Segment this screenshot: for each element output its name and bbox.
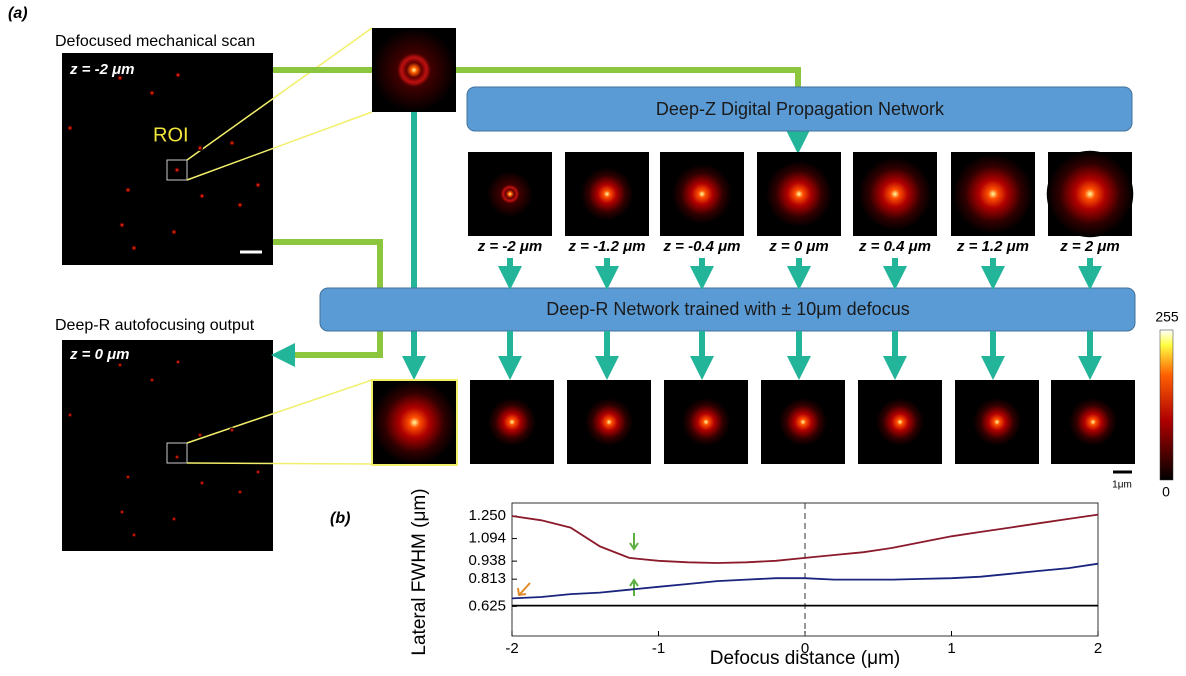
psf-spot — [779, 398, 827, 446]
psf-spot — [876, 398, 924, 446]
psf-spot — [953, 154, 1033, 234]
psf-spot — [1069, 398, 1117, 446]
x-tick-label: -2 — [505, 640, 518, 657]
bead — [126, 475, 131, 480]
z-label: z = 1.2 μm — [956, 238, 1029, 255]
annotation-arrow — [520, 583, 530, 594]
zoom-line — [187, 463, 372, 464]
layout: (a) Defocused mechanical scan z = -2 μm … — [8, 5, 1179, 596]
y-tick-label: 0.813 — [468, 570, 506, 587]
y-axis-label: Lateral FWHM (μm) — [409, 488, 430, 655]
bead — [176, 360, 181, 365]
bead — [229, 140, 235, 146]
bead — [132, 533, 137, 538]
zoom-image — [372, 28, 456, 112]
z-label: z = 2 μm — [1059, 238, 1120, 255]
x-axis-label: Defocus distance (μm) — [710, 648, 900, 669]
image — [62, 53, 273, 265]
x-tick-label: -1 — [652, 640, 665, 657]
bead — [256, 470, 261, 475]
zoom-image — [372, 380, 457, 465]
psf-spot — [581, 168, 634, 221]
bead — [174, 167, 180, 173]
bead — [131, 245, 137, 251]
psf-spot — [488, 398, 536, 446]
panel-label: (b) — [330, 510, 350, 527]
banner-text: Deep-R Network trained with ± 10μm defoc… — [546, 299, 909, 319]
bead — [172, 517, 177, 522]
colorbar-label: 255 — [1155, 309, 1179, 325]
psf-spot — [973, 398, 1021, 446]
z-label: z = -0.4 μm — [663, 238, 741, 255]
image-title: Deep-R autofocusing output — [55, 317, 255, 334]
bead — [67, 125, 73, 131]
psf-spot — [858, 157, 931, 230]
bead — [175, 72, 181, 78]
bead — [120, 510, 125, 515]
psf-spot — [1047, 151, 1134, 238]
bead — [230, 428, 235, 433]
bead — [68, 413, 73, 418]
bead — [199, 193, 205, 199]
panel-label: (a) — [8, 5, 28, 22]
x-tick-label: 2 — [1094, 640, 1102, 657]
bead — [171, 229, 177, 235]
y-tick-label: 1.250 — [468, 507, 506, 524]
bead — [238, 490, 243, 495]
colorbar — [1160, 330, 1173, 480]
bead — [255, 182, 261, 188]
z-label: z = 0.4 μm — [858, 238, 931, 255]
psf-spot — [672, 164, 732, 224]
colorbar-label: 0 — [1162, 484, 1170, 500]
bead — [198, 433, 203, 438]
psf-spot — [682, 398, 730, 446]
z-label: z = -1.2 μm — [568, 238, 646, 255]
bead — [117, 75, 123, 81]
z-label: z = 0 μm — [69, 346, 130, 363]
bead — [200, 481, 205, 486]
y-tick-label: 0.625 — [468, 597, 506, 614]
bead — [119, 222, 125, 228]
bead — [197, 145, 203, 151]
psf-spot — [766, 161, 832, 227]
z-label: z = -2 μm — [477, 238, 542, 255]
y-tick-label: 0.938 — [468, 552, 506, 569]
bead — [237, 202, 243, 208]
y-tick-label: 1.094 — [468, 530, 506, 547]
image-title: Defocused mechanical scan — [55, 33, 255, 50]
z-label: z = 0 μm — [768, 238, 829, 255]
bead — [149, 90, 155, 96]
scale-label: 1μm — [1112, 480, 1132, 491]
connector — [456, 70, 798, 88]
bead — [150, 378, 155, 383]
banner-text: Deep-Z Digital Propagation Network — [656, 99, 945, 119]
bead — [118, 363, 123, 368]
roi-label: ROI — [153, 124, 189, 146]
bead — [125, 187, 131, 193]
psf-spot — [487, 171, 533, 217]
z-label: z = -2 μm — [69, 61, 134, 78]
x-tick-label: 1 — [947, 640, 955, 657]
psf-spot — [585, 398, 633, 446]
figure: (a) Defocused mechanical scan z = -2 μm … — [0, 0, 1186, 671]
bead — [175, 455, 180, 460]
